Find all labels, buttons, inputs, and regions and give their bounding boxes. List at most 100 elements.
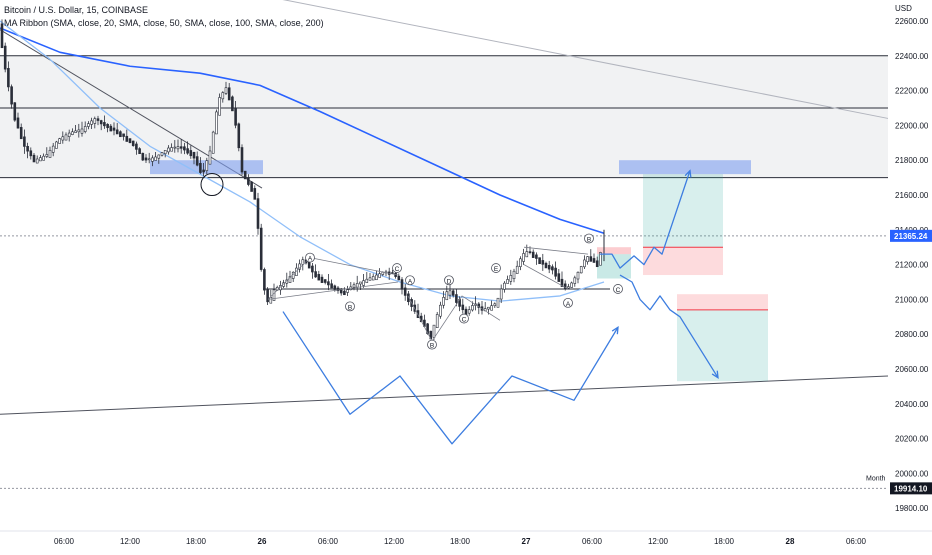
price-tick-label: 21000.00 bbox=[895, 295, 929, 304]
price-tick-label: 21800.00 bbox=[895, 156, 929, 165]
candle-body bbox=[243, 170, 247, 180]
candle-body bbox=[346, 289, 349, 293]
candle-body bbox=[371, 276, 375, 281]
candle-body bbox=[112, 127, 116, 131]
candle-body bbox=[51, 145, 55, 153]
candle-body bbox=[538, 257, 541, 265]
candle-body bbox=[125, 135, 129, 142]
wave-label: D bbox=[447, 278, 452, 285]
time-tick-label: 18:00 bbox=[714, 537, 735, 546]
candle-body bbox=[455, 294, 458, 303]
candle-body bbox=[55, 141, 58, 149]
candle-body bbox=[403, 287, 407, 296]
candle-body bbox=[119, 131, 122, 138]
candle-body bbox=[183, 146, 186, 151]
wave-label-circle bbox=[613, 284, 623, 294]
wave-label: B bbox=[587, 237, 591, 244]
current-price-tag bbox=[890, 229, 932, 242]
candle-body bbox=[259, 227, 263, 270]
candle-body bbox=[461, 304, 465, 311]
wave-label-circle bbox=[305, 252, 315, 263]
time-tick-label: 06:00 bbox=[54, 537, 75, 546]
symbol-title[interactable]: Bitcoin / U.S. Dollar, 15, COINBASE bbox=[4, 5, 149, 15]
candle-body bbox=[547, 264, 551, 270]
short-stop-zone bbox=[677, 294, 768, 310]
candle-body bbox=[311, 265, 314, 273]
candle-body bbox=[506, 279, 509, 284]
candle-body bbox=[288, 276, 292, 283]
candle-body bbox=[115, 129, 119, 135]
candle-body bbox=[365, 278, 369, 283]
candle-body bbox=[378, 273, 381, 278]
candle-body bbox=[583, 259, 586, 268]
candle-body bbox=[138, 148, 141, 155]
candle-body bbox=[323, 279, 327, 283]
long-target-zone bbox=[643, 174, 723, 248]
time-tick-label: 06:00 bbox=[582, 537, 603, 546]
candle-body bbox=[579, 266, 583, 274]
candle-body bbox=[144, 157, 148, 161]
candle-body bbox=[32, 154, 36, 163]
wave-label-circle bbox=[444, 275, 454, 286]
wave-label-circle bbox=[345, 301, 355, 312]
candle-body bbox=[147, 158, 151, 161]
candle-body bbox=[83, 126, 87, 132]
candle-body bbox=[141, 152, 145, 161]
candle-body bbox=[199, 162, 202, 173]
candle-body bbox=[151, 157, 154, 162]
candle-body bbox=[237, 123, 241, 149]
pattern-line bbox=[523, 264, 569, 290]
time-tick-label: 18:00 bbox=[186, 537, 207, 546]
candle-body bbox=[26, 145, 29, 152]
candle-body bbox=[589, 256, 593, 262]
candle-body bbox=[557, 273, 561, 282]
candle-body bbox=[592, 258, 596, 263]
candle-body bbox=[567, 286, 570, 289]
candle-body bbox=[368, 277, 372, 281]
candle-body bbox=[512, 270, 516, 279]
candle-body bbox=[64, 134, 68, 141]
candle-body bbox=[160, 152, 164, 156]
wave-label: E bbox=[494, 266, 499, 273]
candle-body bbox=[432, 324, 436, 338]
candle-body bbox=[531, 251, 535, 258]
wave-label: A bbox=[308, 256, 313, 263]
indicator-label[interactable]: MA Ribbon (SMA, close, 20, SMA, close, 5… bbox=[4, 18, 324, 28]
price-tick-label: 20000.00 bbox=[895, 469, 929, 478]
month-price-tag bbox=[890, 482, 932, 495]
candle-body bbox=[205, 160, 209, 171]
candle-body bbox=[272, 289, 276, 301]
candle-body bbox=[13, 102, 17, 121]
price-tick-label: 22200.00 bbox=[895, 87, 929, 96]
candle-body bbox=[131, 140, 135, 146]
candle-body bbox=[359, 281, 362, 285]
candle-body bbox=[42, 155, 45, 161]
candle-body bbox=[467, 309, 471, 314]
candle-body bbox=[170, 147, 173, 152]
candle-body bbox=[362, 280, 365, 286]
candle-body bbox=[528, 251, 532, 253]
projection-path bbox=[600, 170, 691, 269]
candle-body bbox=[179, 146, 183, 149]
wave-label: A bbox=[408, 278, 413, 285]
candle-body bbox=[3, 45, 7, 70]
candle-body bbox=[224, 87, 228, 94]
wave-label: C bbox=[395, 266, 400, 273]
candle-body bbox=[90, 120, 93, 125]
candle-body bbox=[487, 306, 490, 310]
candle-body bbox=[352, 284, 356, 288]
projection-path bbox=[282, 311, 619, 445]
candle-body bbox=[330, 283, 333, 289]
pattern-line bbox=[523, 246, 589, 255]
candle-body bbox=[87, 123, 90, 127]
current-price-value: 21365.24 bbox=[894, 232, 928, 241]
candle-body bbox=[195, 156, 199, 166]
candle-body bbox=[253, 188, 257, 200]
candle-body bbox=[103, 122, 106, 127]
candle-body bbox=[23, 136, 26, 147]
candle-body bbox=[544, 262, 548, 269]
candle-body bbox=[375, 274, 378, 281]
candle-body bbox=[208, 150, 212, 165]
